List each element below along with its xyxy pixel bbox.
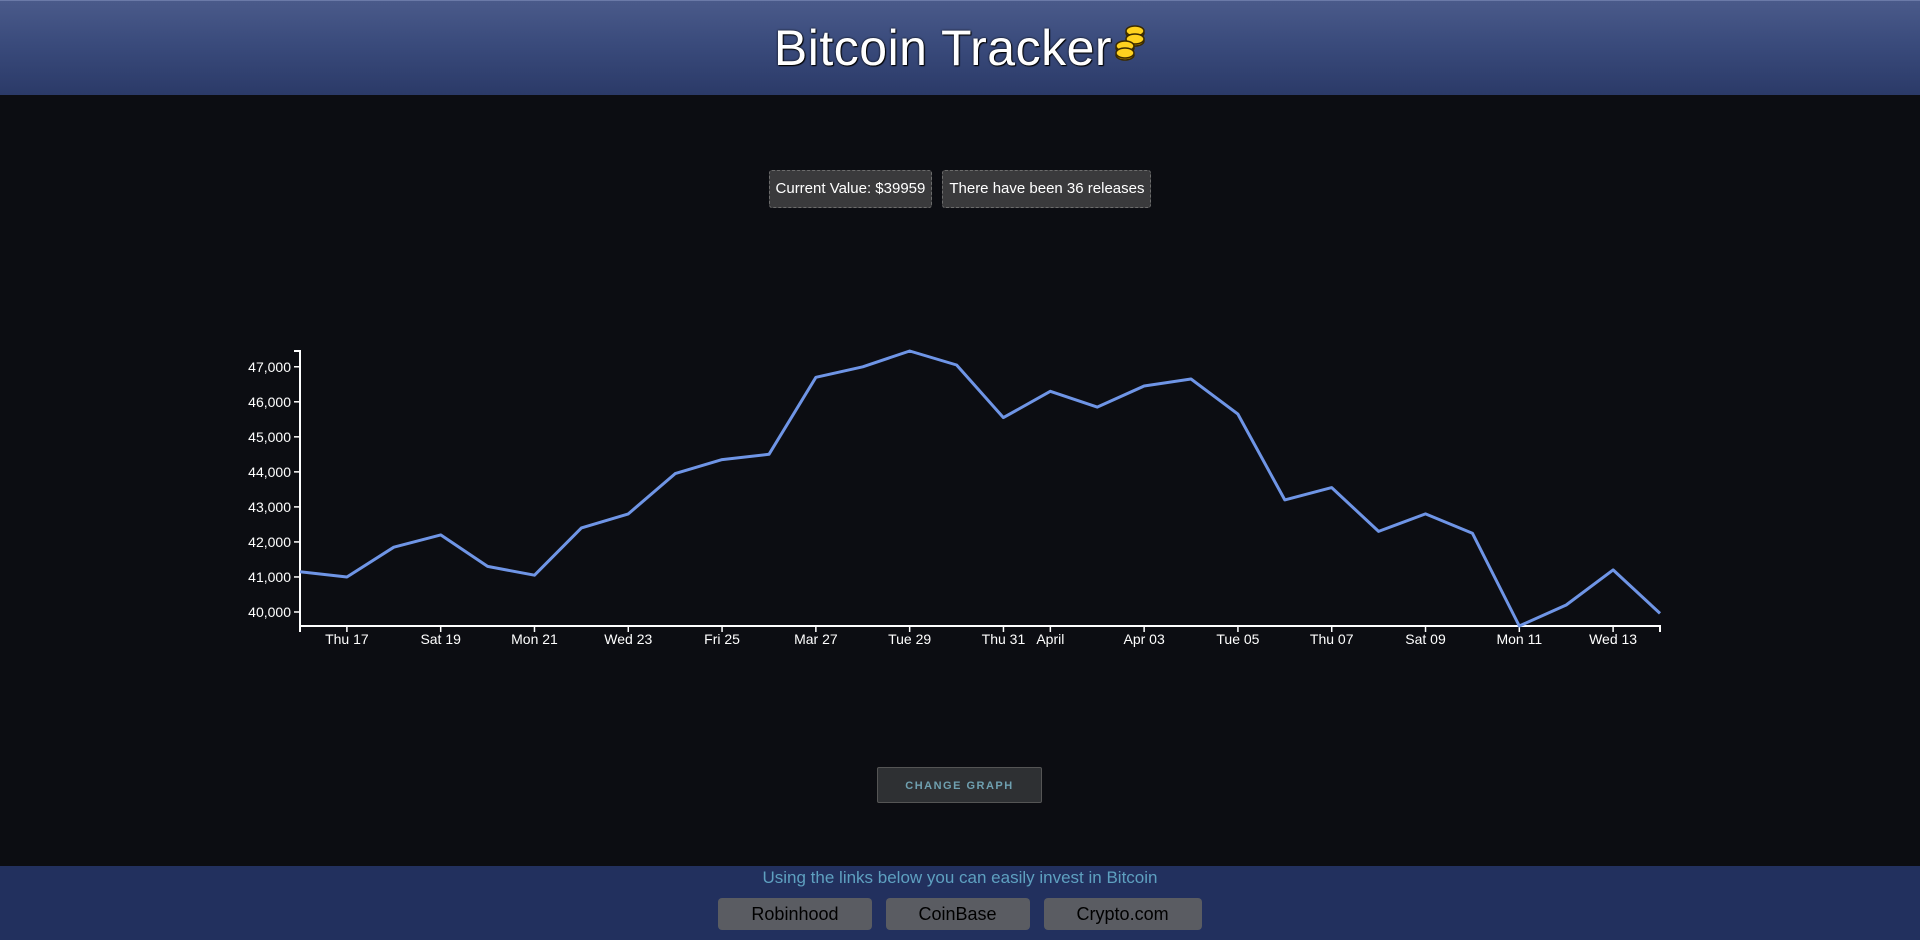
footer-links: Robinhood CoinBase Crypto.com xyxy=(0,898,1920,930)
y-tick-label: 41,000 xyxy=(248,569,291,585)
x-tick-label: Thu 17 xyxy=(325,631,369,647)
page-title: Bitcoin Tracker xyxy=(0,19,1920,77)
y-tick-label: 44,000 xyxy=(248,464,291,480)
stats-bar: Current Value: $39959 There have been 36… xyxy=(0,170,1920,208)
y-tick-label: 47,000 xyxy=(248,359,291,375)
x-tick-label: Tue 29 xyxy=(888,631,931,647)
x-tick-label: Fri 25 xyxy=(704,631,740,647)
y-axis xyxy=(294,350,301,626)
x-tick-label: Mar 27 xyxy=(794,631,838,647)
page-header: Bitcoin Tracker xyxy=(0,0,1920,95)
x-tick-label: Wed 23 xyxy=(604,631,652,647)
robinhood-link[interactable]: Robinhood xyxy=(718,898,872,930)
current-value-badge: Current Value: $39959 xyxy=(768,170,933,208)
x-tick-label: Mon 21 xyxy=(511,631,558,647)
x-tick-label: Thu 31 xyxy=(982,631,1026,647)
y-tick-label: 42,000 xyxy=(248,534,291,550)
footer-text: Using the links below you can easily inv… xyxy=(762,868,1158,887)
page-footer: Using the links below you can easily inv… xyxy=(0,866,1920,940)
x-axis xyxy=(299,625,1661,632)
x-tick-label: Mon 11 xyxy=(1496,631,1542,647)
x-tick-label: Wed 13 xyxy=(1589,631,1637,647)
change-graph-button[interactable]: CHANGE GRAPH xyxy=(877,767,1042,803)
price-series-line xyxy=(299,349,1662,628)
x-tick-label: Thu 07 xyxy=(1310,631,1354,647)
x-tick-label: Tue 05 xyxy=(1216,631,1259,647)
x-tick-label: Sat 19 xyxy=(420,631,461,647)
crypto-com-link[interactable]: Crypto.com xyxy=(1043,898,1202,930)
y-tick-label: 43,000 xyxy=(248,499,291,515)
coins-icon xyxy=(1115,25,1145,61)
x-tick-label: Apr 03 xyxy=(1124,631,1165,647)
y-tick-label: 40,000 xyxy=(248,604,291,620)
x-tick-label: Sat 09 xyxy=(1405,631,1446,647)
page-title-text: Bitcoin Tracker xyxy=(773,20,1113,76)
y-tick-label: 45,000 xyxy=(248,429,291,445)
x-tick-label: April xyxy=(1036,631,1064,647)
y-tick-label: 46,000 xyxy=(248,394,291,410)
releases-badge: There have been 36 releases xyxy=(942,170,1152,208)
coinbase-link[interactable]: CoinBase xyxy=(885,898,1030,930)
